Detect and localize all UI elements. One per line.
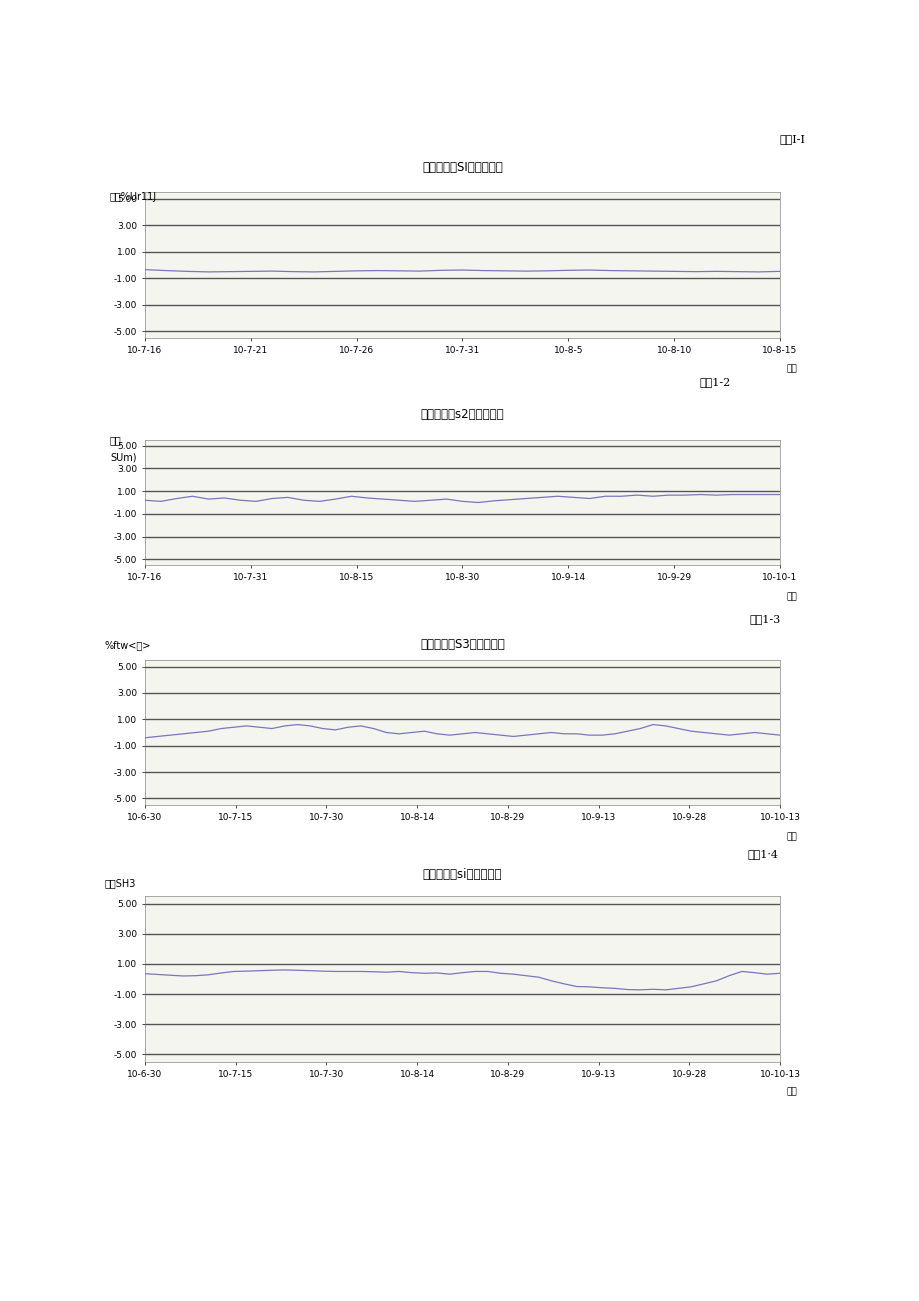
Text: 仑化SH3: 仑化SH3 bbox=[105, 878, 136, 889]
Text: 时间: 时间 bbox=[786, 364, 796, 373]
Text: 桩顶沉得点si变化曲枚图: 桩顶沉得点si变化曲枚图 bbox=[423, 868, 502, 881]
Text: 时间: 时间 bbox=[786, 1086, 796, 1095]
Text: SUm): SUm) bbox=[110, 451, 136, 462]
Text: 附图1-3: 附图1-3 bbox=[749, 614, 780, 624]
Text: 桩顶馆角点SI变化曲线的: 桩顶馆角点SI变化曲线的 bbox=[422, 161, 503, 174]
Text: 桩顶沉降点S3交化的税图: 桩顶沉降点S3交化的税图 bbox=[420, 637, 505, 650]
Text: 附图I-I: 附图I-I bbox=[779, 134, 805, 144]
Text: 时间: 时间 bbox=[786, 833, 796, 842]
Text: 附图1-2: 附图1-2 bbox=[699, 377, 731, 386]
Text: 杭用沉降点s2变化曲我图: 杭用沉降点s2变化曲我图 bbox=[420, 409, 504, 422]
Text: 变化: 变化 bbox=[110, 435, 121, 445]
Text: %ftw<三>: %ftw<三> bbox=[105, 640, 152, 650]
Text: 时间: 时间 bbox=[786, 592, 796, 601]
Text: 文化%Ur11J: 文化%Ur11J bbox=[110, 193, 157, 202]
Text: 附图1·4: 附图1·4 bbox=[747, 850, 778, 859]
